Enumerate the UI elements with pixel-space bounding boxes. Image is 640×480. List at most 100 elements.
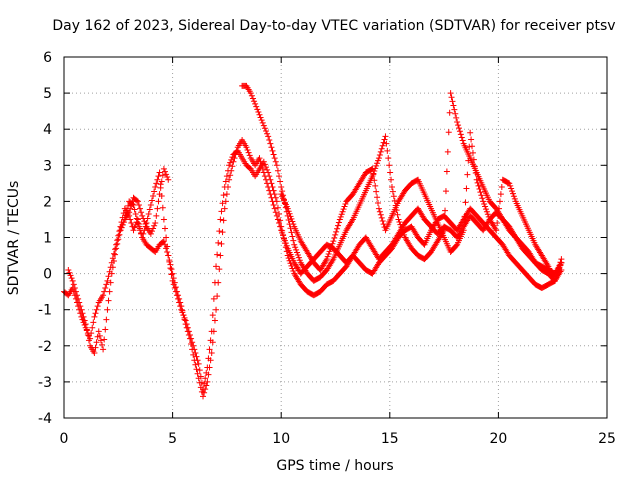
data-point bbox=[274, 216, 281, 223]
data-point bbox=[141, 218, 148, 225]
data-point bbox=[164, 174, 171, 181]
data-point bbox=[217, 252, 224, 259]
data-point bbox=[262, 164, 269, 171]
data-point bbox=[377, 148, 384, 155]
data-point bbox=[233, 147, 240, 154]
data-point bbox=[200, 393, 207, 400]
data-point bbox=[138, 230, 145, 237]
data-point bbox=[215, 239, 222, 246]
data-point bbox=[133, 215, 140, 222]
data-point bbox=[131, 224, 138, 231]
data-point bbox=[496, 198, 503, 205]
data-point bbox=[458, 134, 465, 141]
data-point bbox=[454, 118, 461, 125]
data-point bbox=[498, 183, 505, 190]
data-point bbox=[232, 151, 239, 158]
data-point bbox=[153, 180, 160, 187]
data-point bbox=[476, 186, 483, 193]
data-point bbox=[253, 103, 260, 110]
data-point bbox=[450, 102, 457, 109]
data-point bbox=[265, 183, 272, 190]
data-point bbox=[131, 206, 138, 213]
data-point bbox=[375, 157, 382, 164]
data-point bbox=[70, 281, 77, 288]
x-axis-label: GPS time / hours bbox=[276, 458, 393, 474]
data-point bbox=[294, 252, 301, 259]
data-point bbox=[442, 207, 449, 214]
data-point bbox=[156, 191, 163, 198]
data-point bbox=[137, 205, 144, 212]
data-point bbox=[264, 180, 271, 187]
data-point bbox=[161, 168, 168, 175]
data-point bbox=[465, 157, 472, 164]
data-point bbox=[296, 257, 303, 264]
data-point bbox=[105, 297, 112, 304]
data-point bbox=[288, 215, 295, 222]
data-point bbox=[264, 166, 271, 173]
data-point bbox=[463, 185, 470, 192]
data-point bbox=[182, 321, 189, 328]
data-point bbox=[372, 182, 379, 189]
data-point bbox=[227, 172, 234, 179]
data-point bbox=[285, 216, 292, 223]
data-point bbox=[289, 233, 296, 240]
data-point bbox=[261, 125, 268, 132]
data-point bbox=[270, 151, 277, 158]
data-point bbox=[267, 191, 274, 198]
data-point bbox=[108, 270, 115, 277]
data-point bbox=[79, 310, 86, 317]
data-point bbox=[140, 215, 147, 222]
data-point bbox=[92, 344, 99, 351]
data-point bbox=[223, 191, 230, 198]
data-point bbox=[327, 245, 334, 252]
data-point bbox=[127, 205, 134, 212]
data-point bbox=[135, 202, 142, 209]
data-point bbox=[130, 227, 137, 234]
data-point bbox=[330, 238, 337, 245]
data-point bbox=[247, 90, 254, 97]
data-point bbox=[152, 220, 159, 227]
data-point bbox=[139, 212, 146, 219]
data-point bbox=[375, 155, 382, 162]
data-point bbox=[89, 324, 96, 331]
series-track-a bbox=[61, 147, 565, 393]
series-track-b bbox=[65, 137, 565, 400]
data-point bbox=[267, 140, 274, 147]
data-point bbox=[104, 306, 111, 313]
data-point bbox=[126, 209, 133, 216]
data-point bbox=[217, 216, 224, 223]
data-point bbox=[274, 204, 281, 211]
data-point bbox=[262, 176, 269, 183]
data-point bbox=[495, 212, 502, 219]
data-point bbox=[282, 240, 289, 247]
data-point bbox=[388, 176, 395, 183]
y-tick-label: 1 bbox=[43, 231, 52, 247]
data-point bbox=[190, 351, 197, 358]
data-point bbox=[474, 179, 481, 186]
data-point bbox=[511, 195, 518, 202]
data-point bbox=[288, 229, 295, 236]
data-point bbox=[378, 214, 385, 221]
y-tick-label: 5 bbox=[43, 86, 52, 102]
data-point bbox=[278, 183, 285, 190]
data-point bbox=[386, 162, 393, 169]
data-point bbox=[290, 221, 297, 228]
data-point bbox=[255, 109, 262, 116]
data-point bbox=[396, 219, 403, 226]
data-point bbox=[153, 212, 160, 219]
data-point bbox=[65, 266, 72, 273]
data-point bbox=[401, 231, 408, 238]
data-point bbox=[551, 277, 558, 284]
data-point bbox=[469, 149, 476, 156]
data-point bbox=[271, 155, 278, 162]
data-point bbox=[203, 382, 210, 389]
y-tick-label: -1 bbox=[38, 303, 52, 319]
data-point bbox=[213, 306, 220, 313]
data-point bbox=[479, 195, 486, 202]
data-point bbox=[148, 228, 155, 235]
data-point bbox=[391, 197, 398, 204]
data-point bbox=[466, 143, 473, 150]
data-point bbox=[552, 274, 559, 281]
data-point bbox=[188, 340, 195, 347]
